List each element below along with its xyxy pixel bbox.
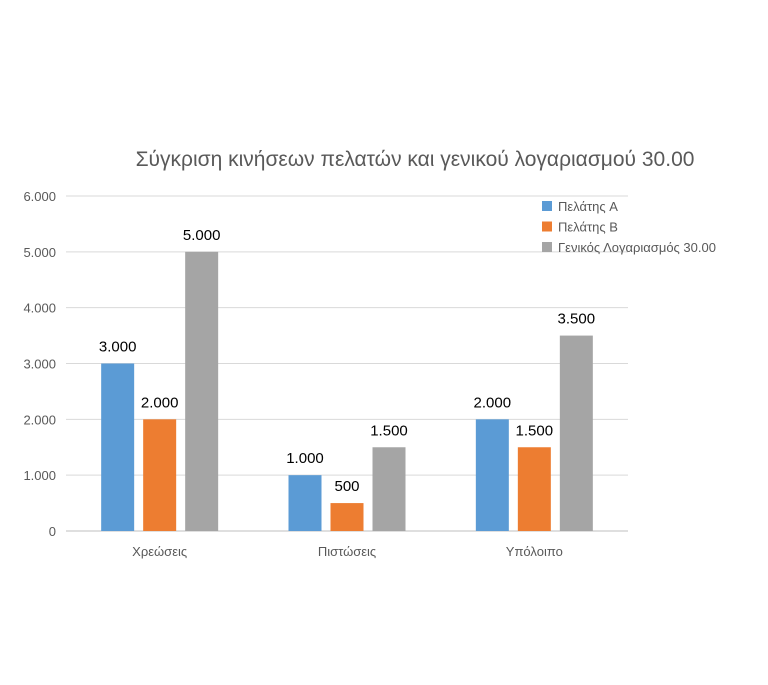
bar: [185, 251, 219, 532]
legend-swatch: [542, 221, 552, 232]
x-tick-label: Υπόλοιπο: [506, 544, 563, 559]
y-tick-label: 2.000: [23, 412, 56, 427]
bar: [101, 363, 135, 531]
bar: [143, 419, 177, 531]
bar: [372, 447, 406, 531]
data-label: 1.500: [516, 422, 554, 439]
bar: [559, 335, 593, 531]
y-tick-label: 4.000: [23, 301, 56, 316]
legend-label: Πελάτης A: [558, 199, 618, 214]
y-tick-label: 5.000: [23, 245, 56, 260]
y-tick-label: 0: [49, 524, 56, 539]
legend-swatch: [542, 201, 552, 211]
chart-title: Σύγκριση κινήσεων πελατών και γενικού λο…: [136, 148, 695, 171]
x-tick-label: Πιστώσεις: [318, 544, 376, 559]
legend-label: Πελάτης B: [558, 220, 618, 235]
y-tick-label: 3.000: [23, 357, 56, 372]
bar: [475, 419, 509, 531]
legend-label: Γενικός Λογαριασμός 30.00: [558, 240, 716, 255]
data-label: 500: [334, 478, 359, 495]
data-label: 1.500: [370, 422, 408, 439]
y-tick-label: 1.000: [23, 468, 56, 483]
legend-swatch: [542, 242, 552, 252]
bar: [288, 475, 322, 531]
bar: [330, 503, 364, 531]
data-label: 5.000: [183, 227, 221, 244]
data-label: 3.000: [99, 339, 137, 356]
data-label: 3.500: [558, 311, 596, 328]
y-tick-label: 6.000: [23, 189, 56, 204]
bar: [517, 447, 551, 531]
x-tick-label: Χρεώσεις: [132, 544, 187, 559]
data-label: 1.000: [286, 450, 324, 467]
data-label: 2.000: [141, 394, 179, 411]
data-label: 2.000: [474, 394, 512, 411]
